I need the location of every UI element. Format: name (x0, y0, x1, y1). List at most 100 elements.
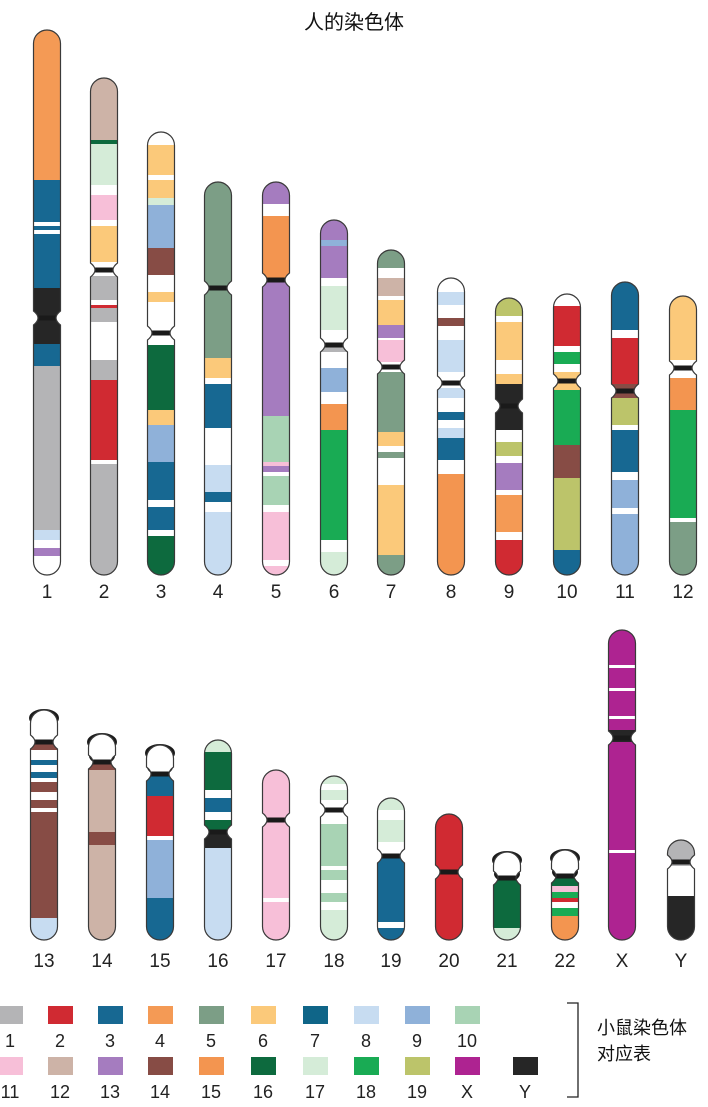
chromosome-band (608, 742, 636, 850)
chromosome-band (320, 368, 348, 392)
chromosome-band (33, 230, 61, 234)
chromosome-band (608, 688, 636, 691)
chromosome-label: 19 (380, 951, 401, 972)
legend-swatch (0, 1006, 23, 1024)
chromosome-label: 4 (213, 582, 224, 603)
chromosome-11 (610, 281, 640, 576)
legend-label: 19 (407, 1082, 427, 1102)
chromosome-band (377, 446, 405, 452)
chromosome-4 (203, 181, 233, 576)
legend-label: Y (519, 1082, 531, 1102)
legend-swatch (513, 1057, 538, 1075)
chromosome-band (551, 902, 579, 908)
chromosome-band (90, 464, 118, 575)
legend-label: 13 (100, 1082, 120, 1102)
chromosome-band (437, 326, 465, 340)
centromere (608, 735, 636, 741)
chromosome-band (377, 250, 405, 268)
chromosome-band (90, 226, 118, 262)
chromosome-16 (203, 739, 233, 941)
chromosome-band (553, 294, 581, 306)
centromere (553, 378, 581, 384)
chromosome-band (33, 556, 61, 575)
chromosome-band (320, 286, 348, 330)
chromosome-label: 7 (386, 582, 397, 603)
legend-swatch (405, 1006, 430, 1024)
chromosome-band (495, 322, 523, 360)
chromosome-band (147, 302, 175, 345)
chromosome-label: 10 (556, 582, 577, 603)
chromosome-band (33, 234, 61, 288)
chromosome-band (495, 316, 523, 322)
legend-label: 3 (105, 1031, 115, 1051)
chromosome-band (377, 338, 405, 340)
legend-swatch (251, 1057, 276, 1075)
chromosome-outline (261, 769, 291, 941)
chromosome-band (437, 398, 465, 412)
chromosome-band (147, 462, 175, 500)
chromosome-band (608, 668, 636, 688)
chromosome-band (90, 140, 118, 144)
chromosome-6 (319, 219, 349, 576)
chromosome-outline (203, 739, 233, 941)
chromosome-outline (145, 744, 175, 941)
chromosome-band (669, 522, 697, 575)
centromere (146, 771, 174, 777)
legend-bracket (567, 1002, 579, 1098)
chromosome-band (30, 742, 58, 750)
chromosome-band (495, 490, 523, 495)
chromosome-band (30, 750, 58, 760)
centromere (204, 285, 232, 291)
legend-label: 10 (457, 1031, 477, 1051)
chromosome-band (147, 500, 175, 507)
chromosome-band (146, 774, 174, 796)
chromosome-band (33, 226, 61, 230)
centromere (669, 365, 697, 371)
chromosome-outline (87, 733, 117, 941)
legend-label: 5 (206, 1031, 216, 1051)
chromosome-band (320, 404, 348, 430)
chromosome-band (147, 345, 175, 410)
chromosome-band (611, 480, 639, 508)
chromosome-band (204, 436, 232, 465)
chromosome-band (90, 380, 118, 460)
legend-swatch (354, 1057, 379, 1075)
legend-swatch (98, 1006, 123, 1024)
chromosome-band (262, 466, 290, 472)
chromosome-band (204, 428, 232, 436)
chromosome-band (320, 902, 348, 910)
legend-label: 1 (5, 1031, 15, 1051)
chromosome-band (88, 845, 116, 940)
chromosome-band (30, 760, 58, 765)
chromosome-band (669, 410, 697, 518)
chromosome-outline (261, 181, 291, 576)
chromosome-band (320, 824, 348, 866)
legend-swatch (303, 1006, 328, 1024)
chromosome-band (204, 798, 232, 812)
chromosome-band (262, 505, 290, 512)
chromosome-band (320, 910, 348, 940)
chromosome-outline (552, 293, 582, 576)
chromosome-band (320, 790, 348, 800)
chromosome-band (33, 540, 61, 548)
chromosome-band (262, 278, 290, 416)
chromosome-band (147, 205, 175, 248)
chromosome-band (33, 344, 61, 366)
chromosome-band (377, 340, 405, 362)
centromere (88, 759, 116, 765)
chromosome-label: 15 (149, 951, 170, 972)
chromosome-band (551, 892, 579, 898)
chromosome-band (553, 445, 581, 478)
chromosome-outline (607, 629, 637, 941)
chromosome-21 (492, 851, 522, 941)
chromosome-outline (376, 249, 406, 576)
chromosome-band (608, 719, 636, 730)
chromosome-band (262, 566, 290, 575)
chromosome-band (608, 853, 636, 940)
chromosome-band (608, 716, 636, 719)
chromosome-band (437, 292, 465, 305)
chromosome-band (147, 275, 175, 292)
chromosome-band (90, 276, 118, 300)
chromosome-band (147, 536, 175, 575)
